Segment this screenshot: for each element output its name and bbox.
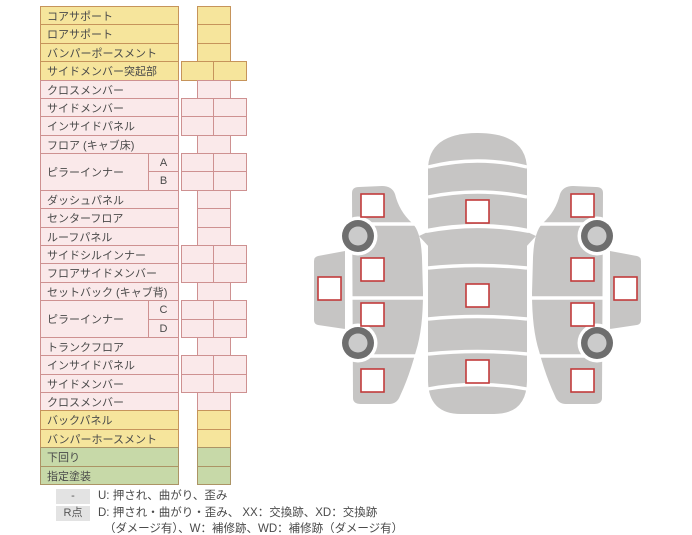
damage-cell[interactable] bbox=[197, 43, 231, 62]
legend-badge: R点 bbox=[56, 506, 90, 521]
row-label: 指定塗装 bbox=[40, 466, 179, 485]
damage-cell-left[interactable] bbox=[181, 61, 214, 81]
side-view-left bbox=[314, 186, 424, 404]
panel-divider bbox=[427, 190, 528, 199]
damage-cell-right[interactable] bbox=[213, 319, 247, 338]
damage-cell[interactable] bbox=[197, 282, 231, 301]
row-label: フロアサイドメンバー bbox=[40, 263, 179, 283]
panel-divider bbox=[427, 263, 528, 270]
side-view-right bbox=[529, 184, 643, 406]
row-label: セットバック (キャブ背) bbox=[40, 282, 179, 301]
damage-cell[interactable] bbox=[197, 227, 231, 246]
row-label: バンパーホースメント bbox=[40, 429, 179, 448]
damage-cell-right[interactable] bbox=[213, 300, 247, 320]
row-sublabel: D bbox=[148, 319, 179, 338]
damage-cell[interactable] bbox=[197, 24, 231, 44]
row-label: ダッシュパネル bbox=[40, 190, 179, 209]
row-label: バンパーポースメント bbox=[40, 43, 179, 62]
damage-cell[interactable] bbox=[197, 337, 231, 356]
row-label: トランクフロア bbox=[40, 337, 179, 356]
row-label: サイドメンバー bbox=[40, 98, 179, 117]
damage-cell-left[interactable] bbox=[181, 374, 214, 393]
damage-cell-left[interactable] bbox=[181, 153, 214, 172]
row-label: インサイドパネル bbox=[40, 116, 179, 136]
top-view-body bbox=[428, 133, 527, 414]
damage-cell-left[interactable] bbox=[181, 355, 214, 375]
front-wheel-hub bbox=[348, 226, 368, 246]
row-label: ロアサポート bbox=[40, 24, 179, 44]
legend-text: （ダメージ有）、W：補修跡、WD：補修跡（ダメージ有） bbox=[104, 523, 404, 535]
damage-cell-right[interactable] bbox=[213, 355, 247, 375]
diagram-checkbox-door-rear[interactable] bbox=[360, 302, 385, 327]
row-label: クロスメンバー bbox=[40, 80, 179, 99]
damage-cell-left[interactable] bbox=[181, 263, 214, 283]
car-damage-diagram bbox=[314, 133, 643, 414]
damage-cell[interactable] bbox=[197, 208, 231, 228]
row-label: ピラーインナー bbox=[40, 153, 149, 191]
damage-cell[interactable] bbox=[197, 392, 231, 411]
damage-cell-left[interactable] bbox=[181, 245, 214, 264]
row-sublabel: C bbox=[148, 300, 179, 320]
row-label: インサイドパネル bbox=[40, 355, 179, 375]
panel-divider bbox=[427, 349, 528, 356]
damage-cell-right[interactable] bbox=[213, 374, 247, 393]
row-label: フロア (キャブ床) bbox=[40, 135, 179, 154]
diagram-checkbox-fender-front[interactable] bbox=[360, 193, 385, 218]
side-view-right-mirror bbox=[529, 184, 643, 406]
row-label: クロスメンバー bbox=[40, 392, 179, 411]
damage-cell[interactable] bbox=[197, 135, 231, 154]
damage-cell[interactable] bbox=[197, 80, 231, 99]
damage-cell[interactable] bbox=[197, 466, 231, 485]
left-mirror-wing bbox=[419, 229, 434, 248]
damage-cell-left[interactable] bbox=[181, 319, 214, 338]
damage-cell-right[interactable] bbox=[213, 116, 247, 136]
diagram-checkbox-hood[interactable] bbox=[465, 199, 490, 224]
damage-cell[interactable] bbox=[197, 429, 231, 448]
row-label: ピラーインナー bbox=[40, 300, 149, 338]
damage-cell[interactable] bbox=[197, 447, 231, 467]
damage-cell-right[interactable] bbox=[213, 153, 247, 172]
damage-cell-left[interactable] bbox=[181, 300, 214, 320]
row-label: サイドメンバー突起部 bbox=[40, 61, 179, 81]
row-label: コアサポート bbox=[40, 6, 179, 25]
top-view-car bbox=[419, 133, 536, 414]
damage-cell-right[interactable] bbox=[213, 245, 247, 264]
row-label: バックパネル bbox=[40, 410, 179, 430]
rear-wheel-hub bbox=[348, 333, 368, 353]
damage-cell-right[interactable] bbox=[213, 263, 247, 283]
damage-cell[interactable] bbox=[197, 190, 231, 209]
damage-cell-right[interactable] bbox=[213, 98, 247, 117]
legend-text: U: 押され、曲がり、歪み bbox=[98, 490, 228, 502]
damage-cell[interactable] bbox=[197, 410, 231, 430]
legend-text: D: 押され・曲がり・歪み、 XX：交換跡、XD：交換跡 bbox=[98, 507, 378, 519]
diagram-checkbox-roof[interactable] bbox=[465, 283, 490, 308]
diagram-checkbox-bumper[interactable] bbox=[317, 276, 342, 301]
windshield-divider bbox=[425, 223, 530, 234]
damage-cell-left[interactable] bbox=[181, 116, 214, 136]
row-label: サイドシルインナー bbox=[40, 245, 179, 264]
diagram-checkbox-door-front[interactable] bbox=[360, 257, 385, 282]
damage-cell-right[interactable] bbox=[213, 61, 247, 81]
damage-cell[interactable] bbox=[197, 6, 231, 25]
diagram-checkbox-trunk[interactable] bbox=[465, 359, 490, 384]
diagram-checkbox-fender-rear[interactable] bbox=[360, 368, 385, 393]
row-label: センターフロア bbox=[40, 208, 179, 228]
damage-cell-left[interactable] bbox=[181, 171, 214, 191]
row-label: 下回り bbox=[40, 447, 179, 467]
panel-divider bbox=[427, 382, 528, 391]
panel-divider bbox=[427, 314, 528, 321]
row-label: ルーフパネル bbox=[40, 227, 179, 246]
damage-cell-left[interactable] bbox=[181, 98, 214, 117]
row-label: サイドメンバー bbox=[40, 374, 179, 393]
panel-divider bbox=[427, 159, 528, 169]
row-sublabel: A bbox=[148, 153, 179, 172]
damage-cell-right[interactable] bbox=[213, 171, 247, 191]
right-mirror-wing bbox=[521, 229, 536, 248]
row-sublabel: B bbox=[148, 171, 179, 191]
legend-badge: - bbox=[56, 489, 90, 504]
